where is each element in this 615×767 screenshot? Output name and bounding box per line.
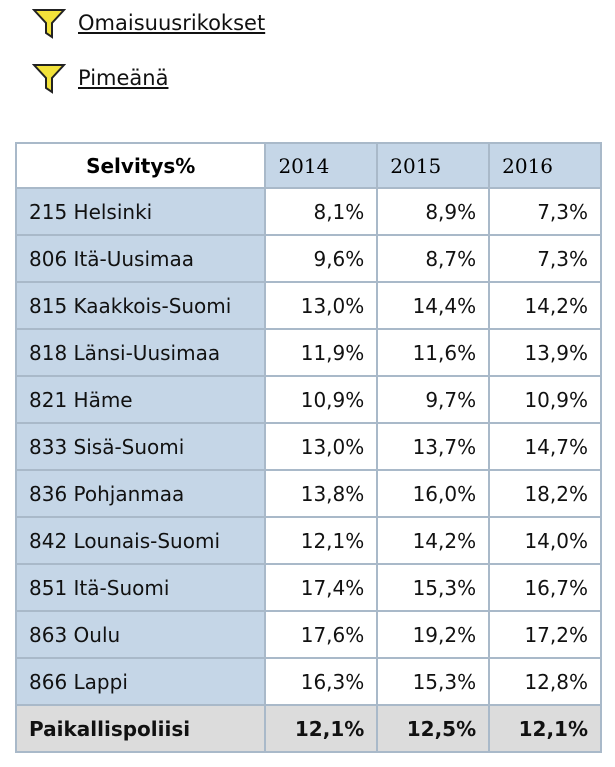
header-row: Selvitys% 2014 2015 2016 — [14, 142, 602, 189]
value-cell: 15,3% — [376, 563, 491, 612]
value-cell: 13,8% — [264, 469, 379, 518]
table-row: 863 Oulu 17,6% 19,2% 17,2% — [14, 610, 602, 659]
table-row: 836 Pohjanmaa 13,8% 16,0% 18,2% — [14, 469, 602, 518]
filter-item[interactable]: Omaisuusrikokset — [32, 6, 265, 40]
row-label: 851 Itä-Suomi — [14, 563, 267, 612]
value-cell: 13,7% — [376, 422, 491, 471]
table-row: 866 Lappi 16,3% 15,3% 12,8% — [14, 657, 602, 706]
filter-item[interactable]: Pimeänä — [32, 61, 168, 95]
value-cell: 9,7% — [376, 375, 491, 424]
value-cell: 8,1% — [264, 187, 379, 236]
value-cell: 17,6% — [264, 610, 379, 659]
header-cell: Selvitys% — [14, 142, 267, 189]
value-cell: 18,2% — [488, 469, 602, 518]
value-cell: 11,9% — [264, 328, 379, 377]
value-cell: 16,0% — [376, 469, 491, 518]
value-cell: 16,7% — [488, 563, 602, 612]
table-body: 215 Helsinki 8,1% 8,9% 7,3% 806 Itä-Uusimaa 9… — [14, 187, 602, 753]
table-row: 818 Länsi-Uusimaa 11,9% 11,6% 13,9% — [14, 328, 602, 377]
value-cell: 16,3% — [264, 657, 379, 706]
value-cell: 17,4% — [264, 563, 379, 612]
row-label: 863 Oulu — [14, 610, 267, 659]
value-cell: 7,3% — [488, 234, 602, 283]
funnel-icon — [32, 64, 66, 94]
row-label: 215 Helsinki — [14, 187, 267, 236]
total-cell: 12,5% — [376, 704, 491, 753]
value-cell: 14,4% — [376, 281, 491, 330]
value-cell: 8,9% — [376, 187, 491, 236]
header-cell: 2015 — [376, 142, 491, 189]
row-label: 836 Pohjanmaa — [14, 469, 267, 518]
value-cell: 14,0% — [488, 516, 602, 565]
data-table: Selvitys% 2014 2015 2016 215 Helsinki 8,1% 8,… — [14, 142, 602, 753]
table-row: 215 Helsinki 8,1% 8,9% 7,3% — [14, 187, 602, 236]
filter-link[interactable]: Pimeänä — [78, 66, 169, 90]
value-cell: 14,7% — [488, 422, 602, 471]
value-cell: 10,9% — [264, 375, 379, 424]
value-cell: 11,6% — [376, 328, 491, 377]
value-cell: 8,7% — [376, 234, 491, 283]
value-cell: 14,2% — [376, 516, 491, 565]
table-row: 806 Itä-Uusimaa 9,6% 8,7% 7,3% — [14, 234, 602, 283]
value-cell: 14,2% — [488, 281, 602, 330]
footer-row: Paikallispoliisi 12,1% 12,5% 12,1% — [14, 704, 602, 753]
value-cell: 13,0% — [264, 281, 379, 330]
total-label: Paikallispoliisi — [14, 704, 267, 753]
row-label: 815 Kaakkois-Suomi — [14, 281, 267, 330]
table-row: 821 Häme 10,9% 9,7% 10,9% — [14, 375, 602, 424]
value-cell: 12,1% — [264, 516, 379, 565]
row-label: 818 Länsi-Uusimaa — [14, 328, 267, 377]
value-cell: 7,3% — [488, 187, 602, 236]
filter-link[interactable]: Omaisuusrikokset — [78, 11, 266, 35]
table-row: 851 Itä-Suomi 17,4% 15,3% 16,7% — [14, 563, 602, 612]
table-row: 842 Lounais-Suomi 12,1% 14,2% 14,0% — [14, 516, 602, 565]
header-cell: 2016 — [488, 142, 602, 189]
value-cell: 10,9% — [488, 375, 602, 424]
row-label: 806 Itä-Uusimaa — [14, 234, 267, 283]
funnel-icon — [32, 9, 66, 39]
total-cell: 12,1% — [264, 704, 379, 753]
row-label: 842 Lounais-Suomi — [14, 516, 267, 565]
value-cell: 13,9% — [488, 328, 602, 377]
value-cell: 9,6% — [264, 234, 379, 283]
value-cell: 12,8% — [488, 657, 602, 706]
table-row: 815 Kaakkois-Suomi 13,0% 14,4% 14,2% — [14, 281, 602, 330]
value-cell: 17,2% — [488, 610, 602, 659]
row-label: 866 Lappi — [14, 657, 267, 706]
table-row: 833 Sisä-Suomi 13,0% 13,7% 14,7% — [14, 422, 602, 471]
header-cell: 2014 — [264, 142, 379, 189]
total-cell: 12,1% — [488, 704, 602, 753]
value-cell: 19,2% — [376, 610, 491, 659]
row-label: 833 Sisä-Suomi — [14, 422, 267, 471]
row-label: 821 Häme — [14, 375, 267, 424]
value-cell: 15,3% — [376, 657, 491, 706]
value-cell: 13,0% — [264, 422, 379, 471]
